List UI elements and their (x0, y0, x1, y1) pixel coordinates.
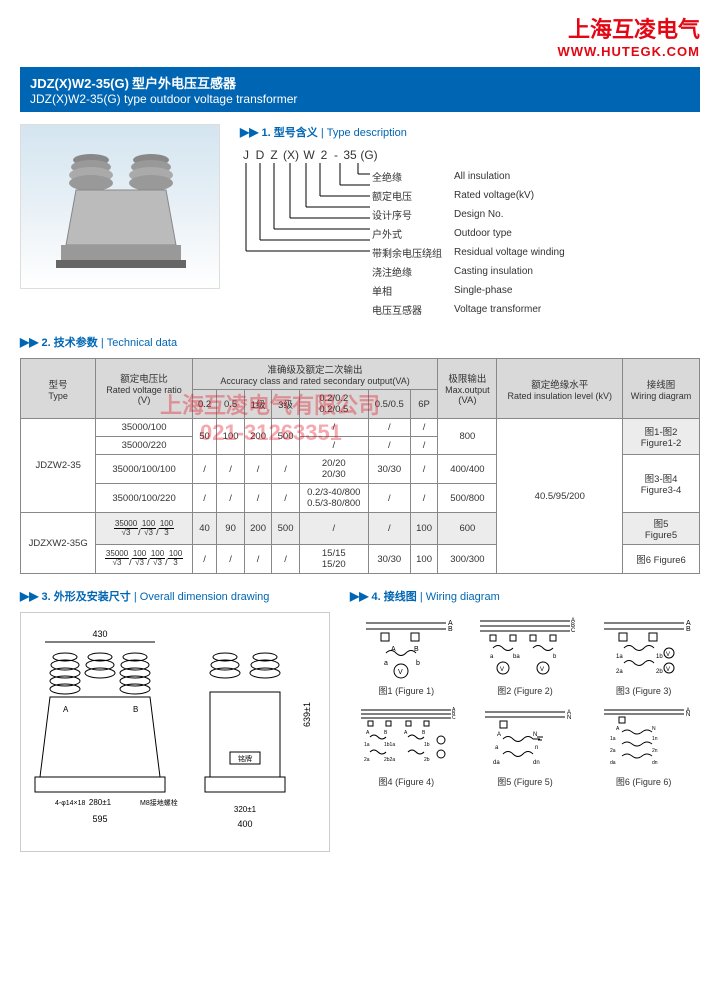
title-model: JDZ(X)W2-35(G) (30, 76, 129, 91)
arrow-icon: ▶▶ (20, 589, 38, 603)
product-image (20, 124, 220, 289)
svg-text:a: a (495, 745, 499, 751)
svg-text:N: N (686, 712, 690, 718)
svg-text:2b: 2b (656, 669, 663, 675)
svg-text:A: A (497, 732, 501, 738)
svg-text:1n: 1n (652, 736, 658, 742)
title-cn: 型户外电压互感器 (132, 76, 236, 91)
svg-text:V: V (398, 669, 403, 676)
svg-text:2b: 2b (424, 757, 430, 763)
svg-text:V: V (666, 667, 670, 673)
svg-text:1a: 1a (364, 742, 370, 748)
svg-text:1a: 1a (610, 736, 616, 742)
svg-text:A: A (616, 726, 620, 732)
svg-text:2a: 2a (364, 757, 370, 763)
section3-head: ▶▶ 3. 外形及安装尺寸 | Overall dimension drawin… (20, 588, 330, 604)
svg-text:V: V (666, 652, 670, 658)
svg-text:1a: 1a (616, 654, 623, 660)
svg-text:1b1a: 1b1a (384, 742, 395, 748)
arrow-icon: ▶▶ (350, 589, 368, 603)
svg-text:M8接地螺栓: M8接地螺栓 (140, 798, 178, 807)
svg-text:280±1: 280±1 (89, 798, 112, 807)
svg-text:400: 400 (237, 819, 252, 829)
wiring-fig6: ANAN1a1n2a2ndadn 图6 (Figure 6) (587, 703, 700, 788)
svg-text:B: B (448, 626, 453, 633)
svg-text:2b2a: 2b2a (384, 757, 395, 763)
legend-table: 全绝缘All insulation 额定电压Rated voltage(kV) … (370, 166, 577, 320)
svg-text:V: V (500, 667, 504, 673)
svg-text:da: da (493, 760, 500, 766)
svg-text:B: B (133, 705, 138, 714)
svg-text:ba: ba (513, 654, 520, 660)
svg-text:B: B (384, 730, 388, 736)
title-en: JDZ(X)W2-35(G) type outdoor voltage tran… (30, 92, 297, 106)
svg-text:n: n (535, 745, 538, 751)
svg-text:2a: 2a (616, 669, 623, 675)
svg-text:639±1: 639±1 (302, 702, 312, 727)
svg-text:A: A (404, 730, 408, 736)
wiring-fig1: ABABabV 图1 (Figure 1) (350, 612, 463, 697)
svg-text:N: N (652, 726, 656, 732)
svg-text:595: 595 (92, 814, 107, 824)
svg-text:2a: 2a (610, 748, 616, 754)
svg-text:430: 430 (92, 629, 107, 639)
top-section: ▶▶ 1. 型号含义 | Type description J D Z (X) … (20, 124, 700, 320)
frac-ratio: 35000√3/100√3/100√3/1003 (96, 545, 192, 574)
company-name: 上海互凌电气 (20, 12, 700, 44)
wiring-fig2: ABCababVV 图2 (Figure 2) (469, 612, 582, 697)
svg-text:320±1: 320±1 (234, 805, 257, 814)
svg-text:b: b (553, 654, 557, 660)
section1-cn: 型号含义 (274, 127, 318, 139)
wiring-fig5: ANANandadn 图5 (Figure 5) (469, 703, 582, 788)
svg-text:A: A (366, 730, 370, 736)
section2-head: ▶▶ 2. 技术参数 | Technical data (20, 334, 700, 350)
wiring-fig3: AB1a1b2a2bVV 图3 (Figure 3) (587, 612, 700, 697)
section1-head: ▶▶ 1. 型号含义 | Type description (240, 124, 700, 140)
svg-text:1b: 1b (424, 742, 430, 748)
svg-text:dn: dn (652, 760, 658, 766)
wiring-grid: ABABabV 图1 (Figure 1) ABCababVV 图2 (Figu… (350, 612, 700, 788)
svg-text:B: B (686, 626, 691, 633)
bottom-section: ▶▶ 3. 外形及安装尺寸 | Overall dimension drawin… (20, 588, 700, 852)
svg-text:C: C (571, 628, 575, 634)
section4-head: ▶▶ 4. 接线图 | Wiring diagram (350, 588, 700, 604)
section2-cn: 技术参数 (54, 337, 98, 349)
section2-en: Technical data (107, 337, 177, 349)
svg-text:B: B (422, 730, 426, 736)
header: 上海互凌电气 WWW.HUTEGK.COM (20, 12, 700, 59)
title-bar: JDZ(X)W2-35(G) 型户外电压互感器 JDZ(X)W2-35(G) t… (20, 67, 700, 112)
arrow-icon: ▶▶ (20, 335, 38, 349)
type-description: ▶▶ 1. 型号含义 | Type description J D Z (X) … (240, 124, 700, 320)
svg-text:a: a (490, 654, 494, 660)
svg-text:4-φ14×18: 4-φ14×18 (55, 800, 86, 807)
website-url: WWW.HUTEGK.COM (20, 44, 700, 59)
svg-text:A: A (63, 705, 69, 714)
svg-text:铭牌: 铭牌 (238, 754, 252, 763)
page: 上海互凌电气 WWW.HUTEGK.COM JDZ(X)W2-35(G) 型户外… (0, 0, 720, 864)
svg-text:da: da (610, 760, 616, 766)
svg-text:1b: 1b (656, 654, 663, 660)
svg-text:N: N (533, 732, 537, 738)
wiring-fig4: ABCABAB1a1b1a1b2a2b2a2b 图4 (Figure 4) (350, 703, 463, 788)
section2-num: 2. (42, 337, 51, 349)
section1-en: Type description (327, 127, 407, 139)
svg-text:a: a (384, 660, 388, 667)
svg-text:dn: dn (533, 760, 540, 766)
technical-data-table: 型号Type 额定电压比Rated voltage ratio(V) 准确级及额… (20, 358, 700, 574)
svg-text:C: C (452, 715, 456, 721)
svg-text:2n: 2n (652, 748, 658, 754)
svg-text:V: V (540, 667, 544, 673)
frac-ratio: 35000√3/100√3/1003 (96, 513, 192, 545)
code-bracket-diagram: J D Z (X) W 2 - 35 (G) (240, 148, 370, 253)
dimension-drawing: 430 (20, 612, 330, 852)
svg-text:b: b (416, 660, 420, 667)
arrow-icon: ▶▶ (240, 125, 258, 139)
section1-num: 1. (262, 127, 271, 139)
svg-text:N: N (567, 715, 571, 721)
